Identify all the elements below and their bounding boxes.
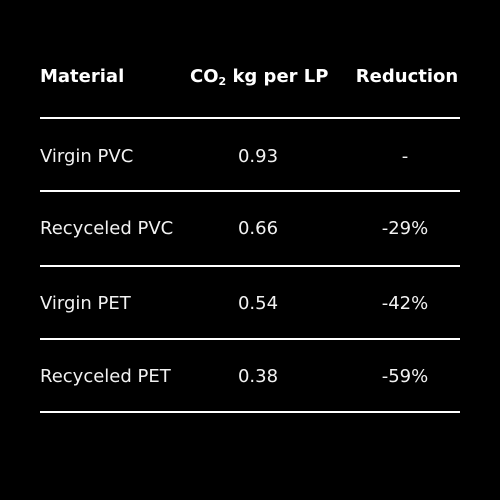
divider-line	[40, 411, 460, 413]
header-co2: CO2 kg per LP	[190, 66, 329, 88]
table-row: Recyceled PET 0.38 -59%	[40, 366, 460, 396]
cell-co2: 0.38	[237, 366, 279, 387]
header-co2-suffix: kg per LP	[226, 66, 329, 87]
cell-co2: 0.66	[237, 218, 279, 239]
header-co2-subscript: 2	[218, 75, 227, 88]
cell-reduction: -	[401, 146, 409, 167]
cell-co2: 0.93	[237, 146, 279, 167]
table-row: Virgin PET 0.54 -42%	[40, 293, 460, 323]
divider-line	[40, 338, 460, 340]
cell-material: Recyceled PET	[40, 366, 171, 387]
cell-material: Virgin PVC	[40, 146, 134, 167]
cell-reduction: -42%	[381, 293, 429, 314]
header-reduction: Reduction	[355, 66, 459, 87]
table-row: Recyceled PVC 0.66 -29%	[40, 218, 460, 248]
divider-line	[40, 265, 460, 267]
cell-reduction: -29%	[381, 218, 429, 239]
header-co2-prefix: CO	[190, 66, 219, 87]
table-header: Material CO2 kg per LP Reduction	[40, 66, 460, 96]
cell-material: Recyceled PVC	[40, 218, 174, 239]
cell-reduction: -59%	[381, 366, 429, 387]
header-material: Material	[40, 66, 125, 87]
table-row: Virgin PVC 0.93 -	[40, 146, 460, 176]
cell-material: Virgin PET	[40, 293, 131, 314]
cell-co2: 0.54	[237, 293, 279, 314]
divider-line	[40, 117, 460, 119]
divider-line	[40, 190, 460, 192]
